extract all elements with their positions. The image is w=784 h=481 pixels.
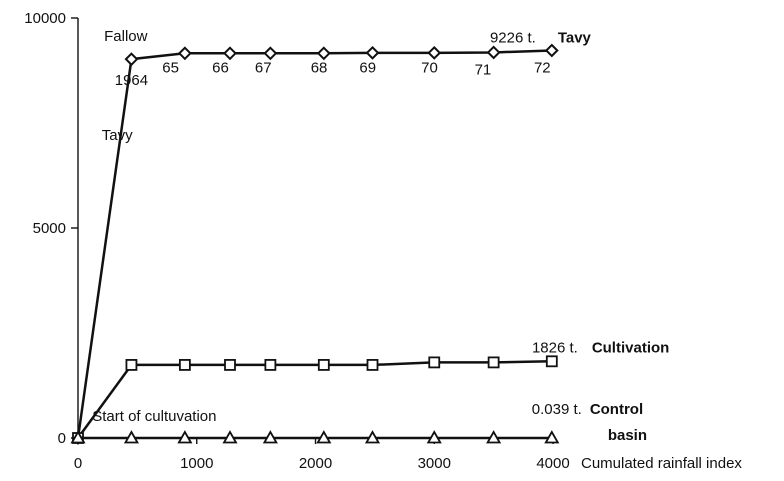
marker-1-3 <box>224 359 236 371</box>
year-label-3: 67 <box>255 60 272 77</box>
end-value-control-basin: 0.039 t. <box>532 401 582 418</box>
marker-0-9 <box>544 43 559 58</box>
labels-layer: Cumulated rainfall index 9226 t. Tavy 18… <box>92 28 742 472</box>
end-label-cultivation: Cultivation <box>592 339 670 356</box>
marker-2-5 <box>316 430 332 444</box>
marker-1-5 <box>317 359 330 371</box>
year-label-5: 69 <box>359 60 376 77</box>
series-line-0 <box>76 49 552 439</box>
year-label-1: 65 <box>162 60 179 77</box>
marker-1-2 <box>178 359 191 371</box>
marker-2-9 <box>544 430 560 444</box>
x-tick-label: 0 <box>74 455 82 472</box>
annotation-1: Tavy <box>102 127 133 144</box>
x-tick-label: 1000 <box>180 455 213 472</box>
marker-0-7 <box>427 45 442 60</box>
end-label-tavy: Tavy <box>558 30 592 47</box>
marker-1-1 <box>125 359 138 371</box>
x-tick-label: 2000 <box>299 455 332 472</box>
year-label-8: 72 <box>534 60 551 77</box>
year-label-0: 1964 <box>115 72 148 89</box>
y-tick-label: 5000 <box>33 220 66 237</box>
marker-1-8 <box>487 356 500 369</box>
end-value-cultivation: 1826 t. <box>532 339 578 356</box>
year-label-4: 68 <box>311 60 328 77</box>
year-label-6: 70 <box>421 60 438 77</box>
marker-0-5 <box>316 46 331 61</box>
annotation-0: Fallow <box>104 28 148 45</box>
marker-2-7 <box>426 430 442 444</box>
series-layer <box>70 43 560 445</box>
x-tick-label: 3000 <box>418 455 451 472</box>
end-value-tavy: 9226 t. <box>490 30 536 47</box>
marker-2-2 <box>177 430 193 444</box>
series-line-1 <box>76 360 552 439</box>
marker-0-8 <box>486 45 501 60</box>
marker-2-8 <box>486 430 502 444</box>
x-axis-title: Cumulated rainfall index <box>581 455 742 472</box>
marker-2-6 <box>364 430 381 444</box>
marker-2-1 <box>123 430 139 444</box>
marker-0-2 <box>177 46 192 61</box>
marker-2-0 <box>70 430 86 444</box>
marker-0-4 <box>263 46 278 61</box>
year-label-7: 71 <box>475 62 492 79</box>
y-tick-label: 10000 <box>24 10 66 27</box>
marker-1-4 <box>264 359 277 371</box>
marker-1-6 <box>366 359 379 371</box>
marker-1-9 <box>545 355 558 368</box>
marker-0-1 <box>124 52 139 67</box>
marker-1-7 <box>428 356 441 369</box>
marker-0-6 <box>365 45 380 60</box>
x-tick-label: 4000 <box>536 455 569 472</box>
marker-2-4 <box>262 430 278 444</box>
year-label-2: 66 <box>212 60 229 77</box>
end-label-control-basin: Control basin <box>590 401 647 444</box>
y-tick-label: 0 <box>58 430 66 447</box>
annotation-2: Start of cultuvation <box>92 408 216 425</box>
marker-0-3 <box>223 46 237 61</box>
marker-2-3 <box>222 430 238 444</box>
